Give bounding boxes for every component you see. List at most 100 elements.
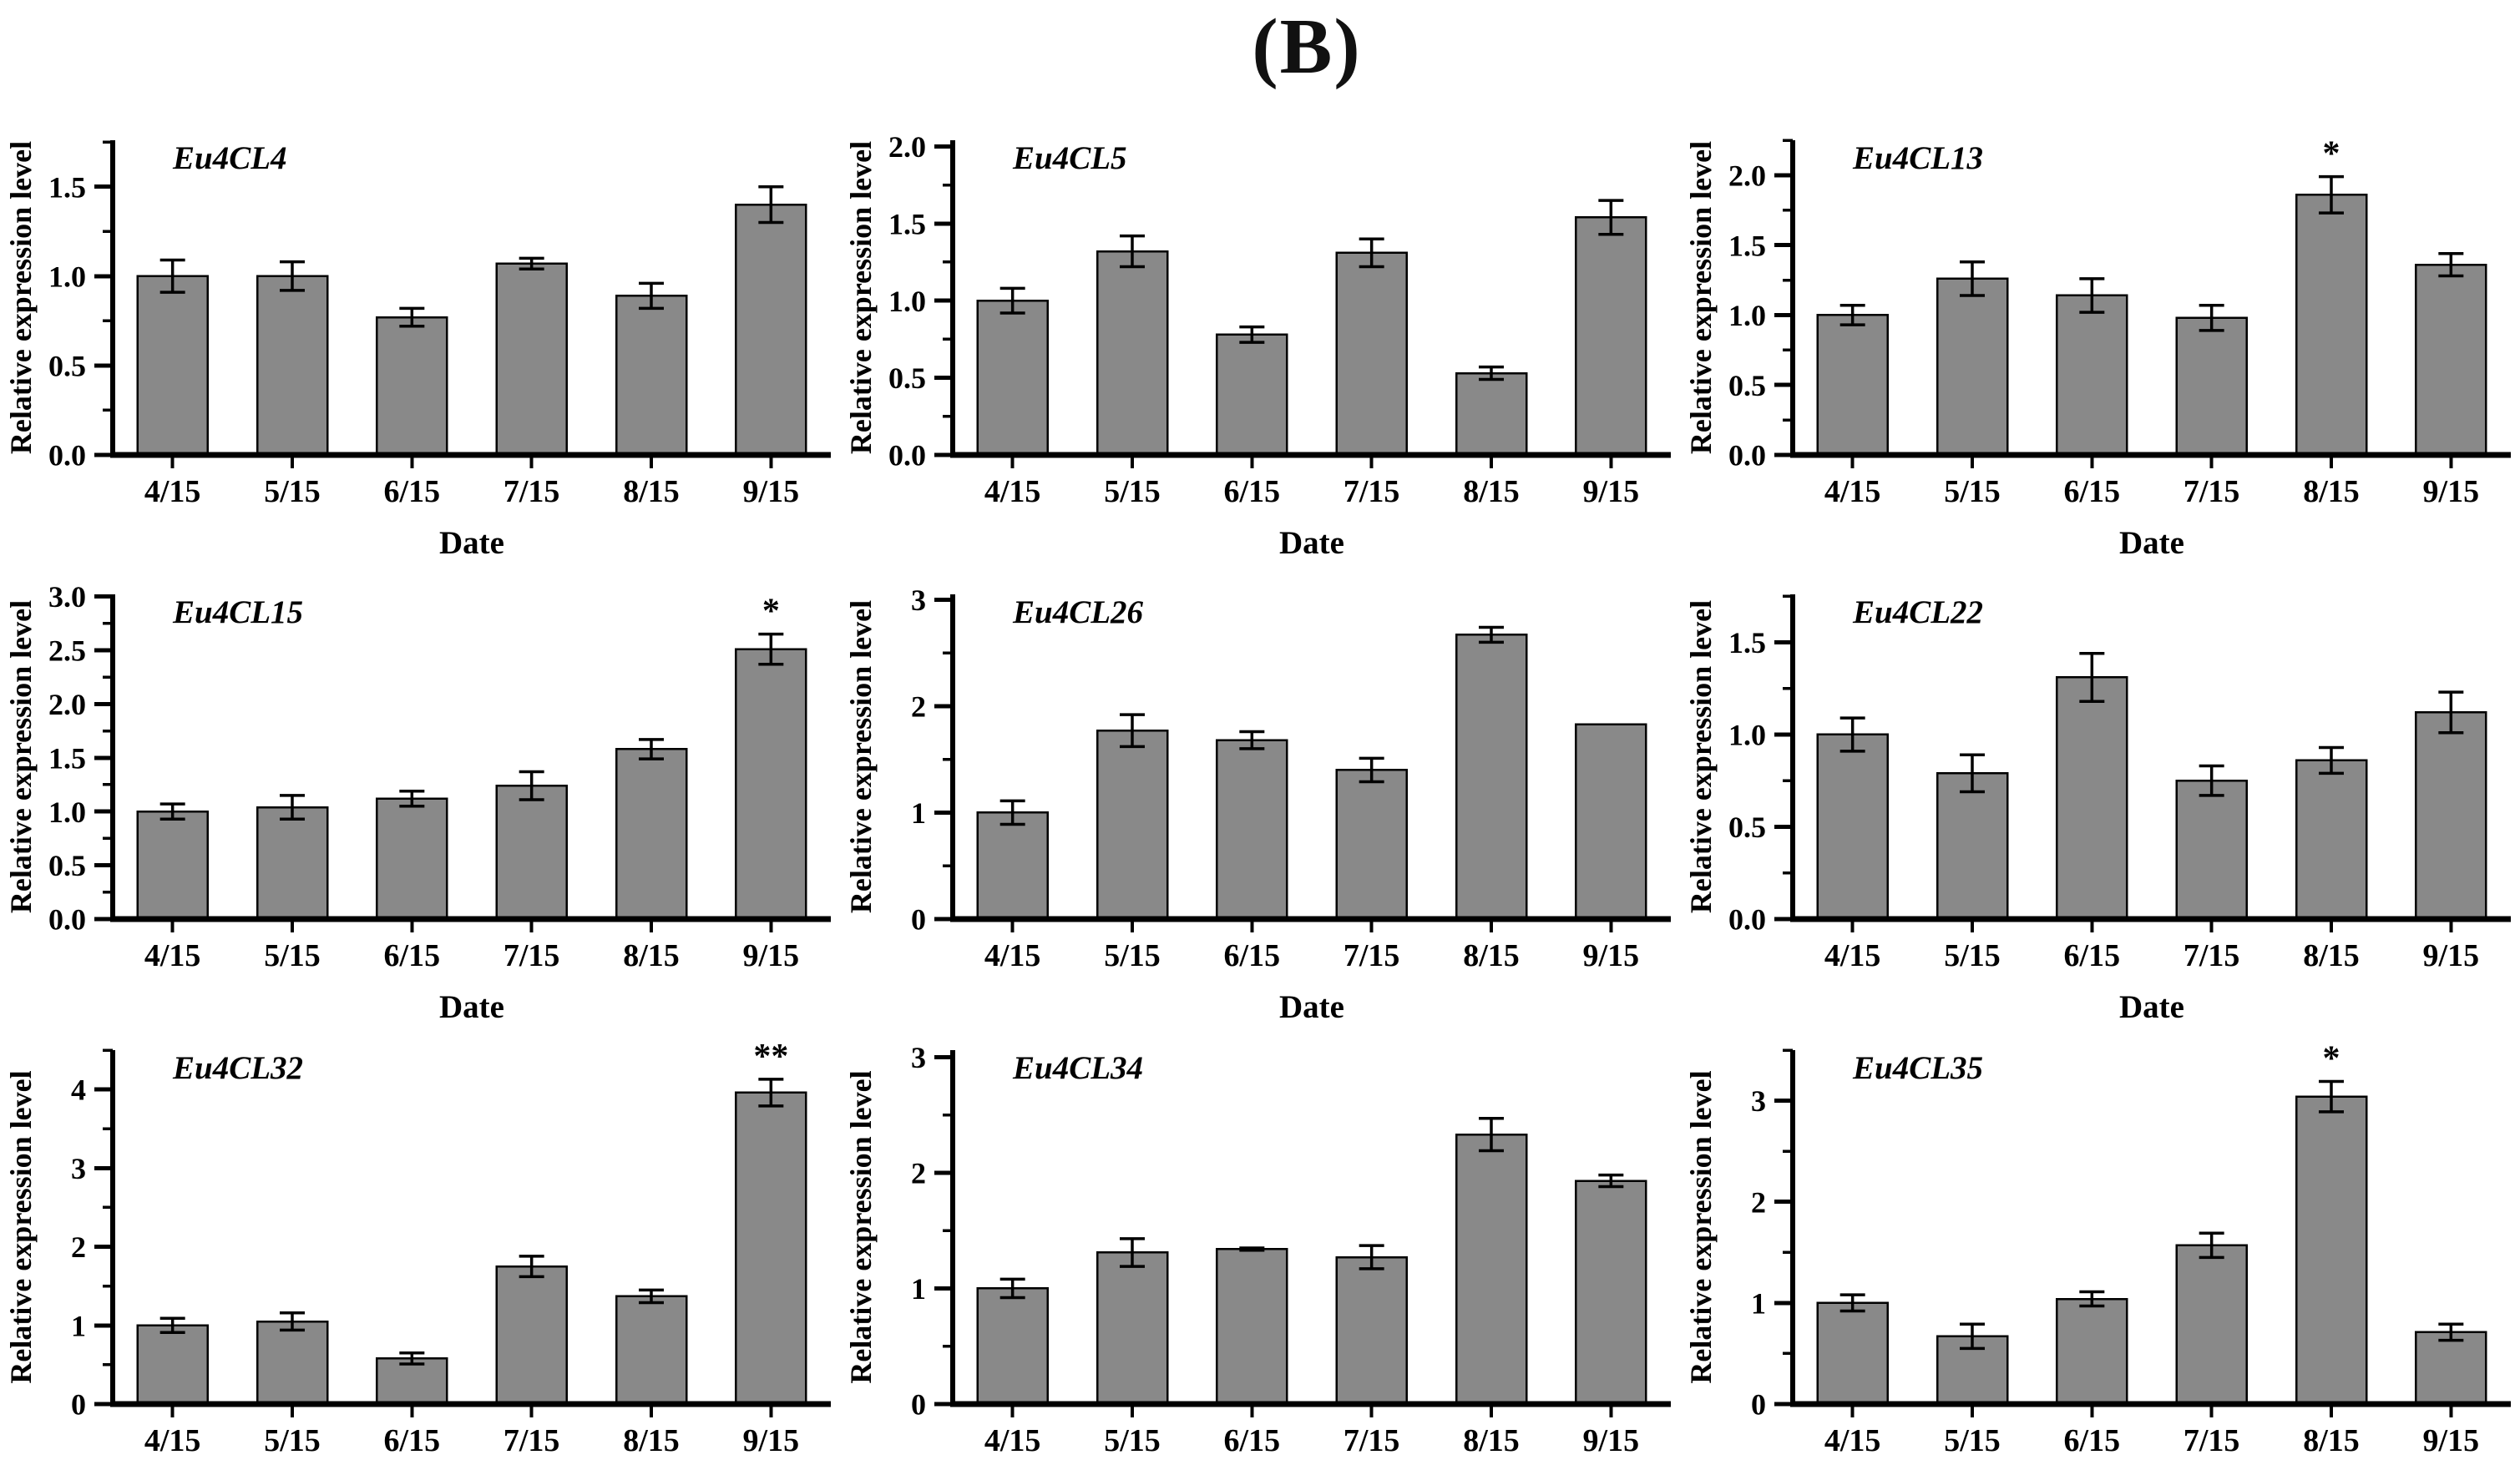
x-tick-label: 4/15 — [1824, 1423, 1881, 1458]
x-tick-label: 4/15 — [144, 1423, 201, 1458]
subplot-Eu4CL22: 4/15 5/15 6/15 7/15 8/15 9/15 0.0 0.5 1.0 1.5 Eu4C… — [1680, 568, 2520, 1043]
chart-Eu4CL15: 4/15 5/15 6/15 7/15 8/15 * 9/15 0.0 0.5 1.0 1.5 2.0… — [4, 580, 831, 1025]
bar-8/15 — [615, 1295, 688, 1406]
y-tick-label: 3 — [911, 1043, 926, 1074]
y-tick-label: 0 — [71, 1388, 86, 1422]
x-tick-label: 6/15 — [1224, 938, 1281, 973]
x-tick-label: 5/15 — [1104, 1423, 1161, 1458]
chart-Eu4CL32: 4/15 5/15 6/15 7/15 8/15 ** 9/15 0 1 2 3 4 Eu4CL32 Re… — [4, 1043, 831, 1458]
y-tick-label: 0.0 — [48, 903, 86, 937]
y-tick-label: 1.0 — [48, 796, 86, 829]
x-tick-label: 8/15 — [2303, 474, 2360, 509]
x-tick-label: 5/15 — [264, 1423, 321, 1458]
x-tick-label: 9/15 — [743, 474, 800, 509]
bar-6/15 — [2056, 1297, 2128, 1406]
y-tick-label: 3 — [911, 583, 926, 617]
y-axis-label: Relative expression level — [1684, 141, 1718, 454]
y-tick-label: 1.0 — [48, 260, 86, 293]
x-tick-label: 9/15 — [1583, 1423, 1640, 1458]
x-tick-label: 5/15 — [1944, 938, 2001, 973]
gene-label: Eu4CL34 — [1012, 1050, 1143, 1086]
x-tick-label: 8/15 — [1463, 1423, 1520, 1458]
y-tick-label: 2 — [71, 1230, 86, 1264]
bar-5/15 — [1936, 277, 2009, 457]
bar-6/15 — [376, 316, 448, 457]
chart-Eu4CL26: 4/15 5/15 6/15 7/15 8/15 9/15 0 1 2 3 Eu4CL26 Relat… — [844, 583, 1671, 1025]
bar-4/15 — [976, 299, 1049, 457]
y-tick-label: 2 — [911, 1156, 926, 1190]
x-tick-label: 6/15 — [1224, 1423, 1281, 1458]
subplot-Eu4CL4: 4/15 5/15 6/15 7/15 8/15 9/15 0.0 0.5 1.0 1.5 Eu4C… — [0, 92, 840, 568]
bar-8/15 — [1455, 371, 1528, 457]
subplot-Eu4CL5: 4/15 5/15 6/15 7/15 8/15 9/15 0.0 0.5 1.0 1.5 2.0 E… — [840, 92, 1680, 568]
y-axis-label: Relative expression level — [844, 1070, 878, 1383]
x-tick-label: 5/15 — [1104, 474, 1161, 509]
x-tick-label: 7/15 — [503, 474, 560, 509]
bar-4/15 — [976, 1287, 1049, 1406]
x-axis-label: Date — [1279, 989, 1344, 1025]
y-tick-label: 0 — [911, 1388, 926, 1422]
x-tick-label: 4/15 — [1824, 474, 1881, 509]
chart-Eu4CL34: 4/15 5/15 6/15 7/15 8/15 9/15 0 1 2 3 Eu4CL34 Relat… — [844, 1043, 1671, 1458]
x-axis-label: Date — [439, 525, 504, 561]
y-tick-label: 1 — [911, 1272, 926, 1306]
bar-4/15 — [1816, 1301, 1889, 1406]
y-tick-label: 3 — [1751, 1084, 1766, 1118]
x-tick-label: 7/15 — [503, 1423, 560, 1458]
bar-7/15 — [2175, 779, 2248, 921]
bar-5/15 — [256, 275, 329, 457]
figure-title: (B) — [1252, 3, 1362, 90]
y-tick-label: 3.0 — [48, 580, 86, 614]
bar-9/15 — [1575, 216, 1647, 457]
x-tick-label: 4/15 — [984, 938, 1041, 973]
y-axis-label: Relative expression level — [4, 600, 38, 913]
y-tick-label: 1 — [911, 796, 926, 830]
x-tick-label: 7/15 — [503, 938, 560, 973]
y-tick-label: 0.0 — [1728, 903, 1766, 937]
bar-6/15 — [1216, 1248, 1288, 1406]
x-tick-label: 4/15 — [1824, 938, 1881, 973]
bar-8/15 — [1455, 634, 1528, 921]
x-tick-label: 9/15 — [1583, 938, 1640, 973]
x-tick-label: 8/15 — [2303, 938, 2360, 973]
bar-7/15 — [1335, 251, 1408, 457]
bar-7/15 — [2175, 1244, 2248, 1406]
bar-9/15 — [2415, 263, 2487, 457]
y-tick-label: 0 — [1751, 1388, 1766, 1422]
bar-6/15 — [2056, 294, 2128, 457]
y-tick-label: 1.0 — [1728, 299, 1766, 332]
x-tick-label: 4/15 — [984, 1423, 1041, 1458]
y-tick-label: 2.0 — [888, 130, 926, 164]
x-tick-label: 5/15 — [264, 938, 321, 973]
significance-marker: * — [2323, 135, 2340, 174]
x-tick-label: 9/15 — [743, 938, 800, 973]
bar-9/15 — [2415, 1331, 2487, 1406]
bar-8/15 — [1455, 1133, 1528, 1406]
y-tick-label: 0.5 — [48, 849, 86, 882]
y-tick-label: 2 — [1751, 1185, 1766, 1219]
y-axis-label: Relative expression level — [1684, 1070, 1718, 1383]
bar-9/15 — [735, 648, 807, 921]
y-tick-label: 1.0 — [888, 285, 926, 318]
y-tick-label: 0.0 — [48, 439, 86, 472]
y-tick-label: 1.5 — [1728, 229, 1766, 262]
significance-marker: * — [2323, 1043, 2340, 1079]
y-axis-label: Relative expression level — [1684, 600, 1718, 913]
y-tick-label: 1.5 — [48, 170, 86, 204]
subplot-Eu4CL32: 4/15 5/15 6/15 7/15 8/15 ** 9/15 0 1 2 3 4 Eu4CL32 Re… — [0, 1043, 840, 1465]
bar-7/15 — [1335, 1255, 1408, 1406]
bar-8/15 — [615, 295, 688, 457]
bar-4/15 — [976, 811, 1049, 921]
x-tick-label: 6/15 — [2064, 474, 2121, 509]
gene-label: Eu4CL5 — [1012, 140, 1127, 176]
x-tick-label: 5/15 — [1944, 1423, 2001, 1458]
bar-6/15 — [1216, 739, 1288, 921]
bar-9/15 — [735, 1091, 807, 1406]
chart-Eu4CL35: 4/15 5/15 6/15 7/15 * 8/15 9/15 0 1 2 3 Eu4CL35 Rela… — [1684, 1043, 2511, 1458]
x-tick-label: 4/15 — [144, 938, 201, 973]
y-tick-label: 2.0 — [48, 688, 86, 721]
y-tick-label: 2.5 — [48, 634, 86, 668]
x-tick-label: 9/15 — [2423, 938, 2480, 973]
chart-Eu4CL4: 4/15 5/15 6/15 7/15 8/15 9/15 0.0 0.5 1.0 1.5 Eu4C… — [4, 140, 831, 561]
